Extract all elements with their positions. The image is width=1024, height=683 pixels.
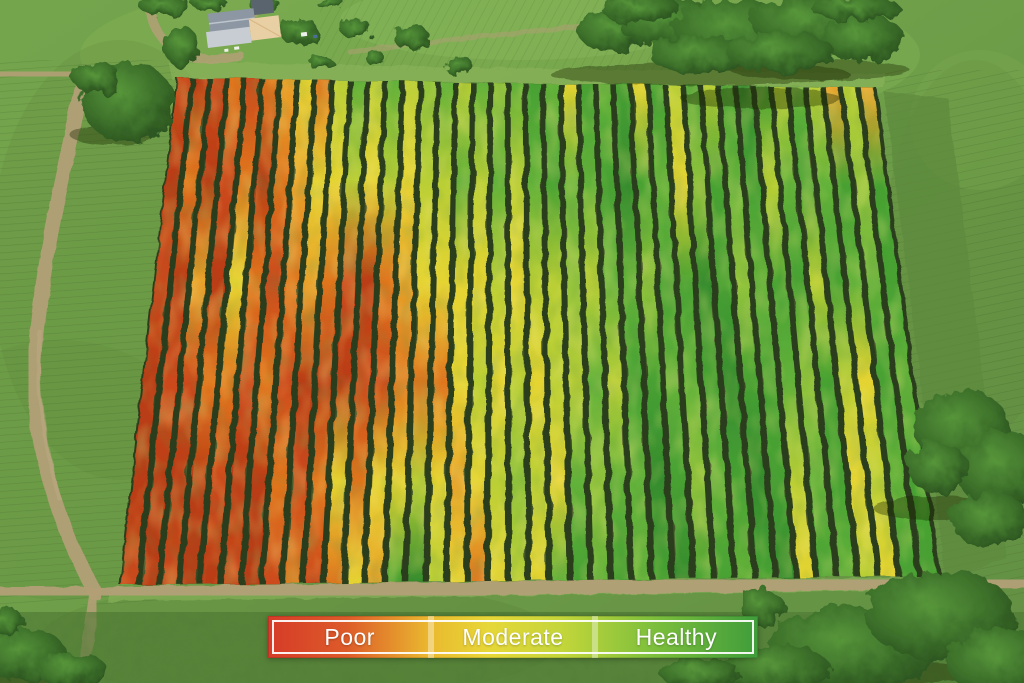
roof-ridge bbox=[208, 17, 255, 25]
tree-canopy bbox=[600, 0, 680, 22]
vehicle-speck bbox=[313, 34, 318, 39]
tree-canopy bbox=[139, 0, 191, 16]
outbuilding bbox=[250, 0, 275, 16]
tree-canopy bbox=[339, 18, 371, 38]
dirt-path bbox=[36, 329, 62, 501]
legend-divider bbox=[428, 616, 434, 658]
tree-canopy bbox=[192, 0, 228, 12]
legend-divider bbox=[592, 616, 598, 658]
tree-canopy bbox=[443, 56, 473, 74]
tree-canopy bbox=[947, 627, 1024, 683]
vehicle-speck bbox=[234, 46, 240, 50]
tree-canopy bbox=[165, 26, 199, 68]
tree-canopy bbox=[394, 25, 430, 51]
tree-canopy bbox=[810, 0, 900, 20]
tree-shadow bbox=[680, 88, 840, 108]
crop-health-legend: Poor Moderate Healthy bbox=[268, 616, 758, 658]
dirt-path bbox=[26, 65, 103, 601]
tree-canopy bbox=[660, 657, 740, 683]
farmstead bbox=[206, 0, 318, 53]
tree-canopy bbox=[908, 442, 968, 494]
tree-canopy bbox=[725, 32, 835, 72]
tree-canopy bbox=[820, 14, 904, 62]
tree-canopy bbox=[0, 609, 25, 635]
farm-house-front bbox=[206, 26, 252, 49]
tree-canopy bbox=[950, 494, 1024, 546]
tree-canopy bbox=[365, 51, 385, 65]
tree-canopy bbox=[650, 35, 750, 75]
tree-canopy bbox=[37, 652, 107, 683]
legend-label-poor: Poor bbox=[324, 623, 375, 650]
legend-label-moderate: Moderate bbox=[462, 623, 564, 650]
tree-canopy bbox=[308, 54, 332, 70]
tree-canopy bbox=[957, 430, 1024, 510]
tree-canopy bbox=[316, 0, 344, 9]
tree-canopy bbox=[73, 62, 121, 94]
tree-canopy bbox=[280, 18, 320, 46]
shed-fold bbox=[248, 18, 282, 38]
vehicle-speck bbox=[224, 48, 229, 53]
legend-label-healthy: Healthy bbox=[635, 623, 718, 650]
vehicle-speck bbox=[300, 31, 308, 37]
